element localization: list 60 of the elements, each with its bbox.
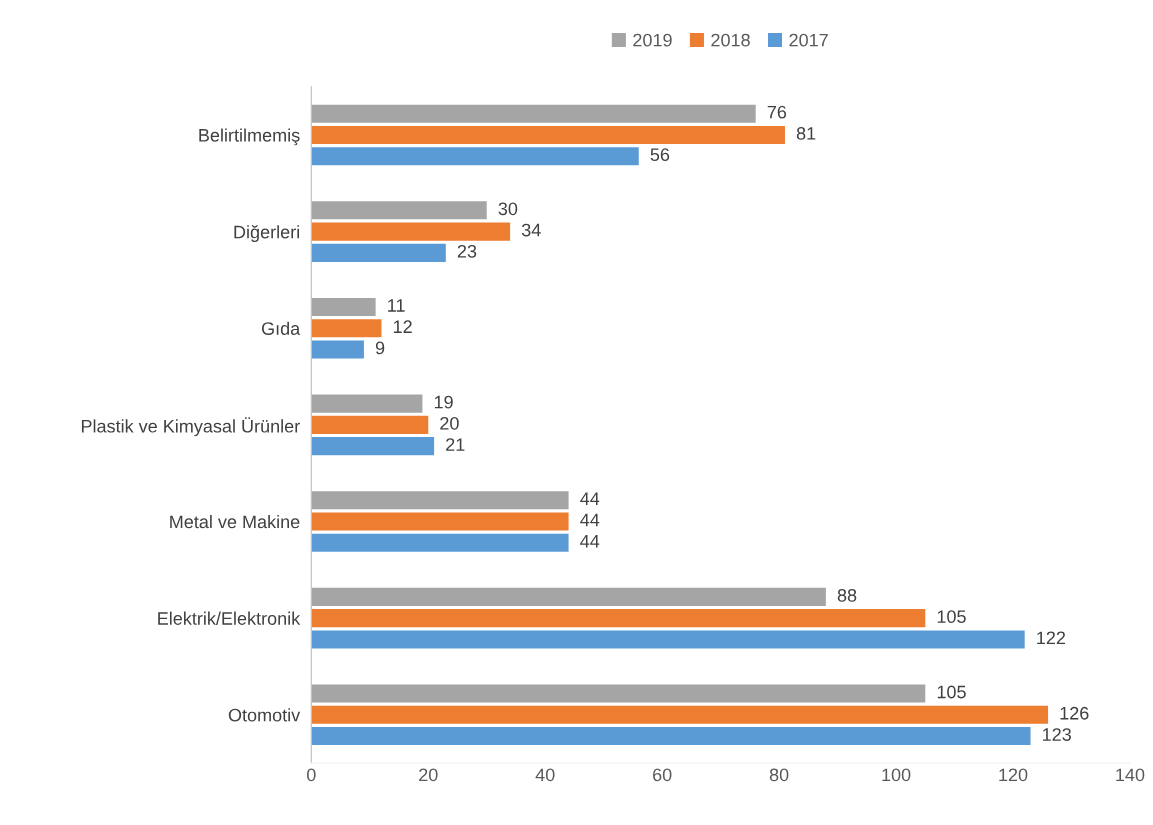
y-tick-label: Metal ve Makine (170, 514, 300, 529)
legend-label: 2018 (711, 33, 750, 47)
bar (311, 394, 423, 413)
bar (311, 491, 569, 510)
x-tick-label: 40 (535, 768, 555, 782)
bar (311, 243, 446, 262)
legend-label: 2019 (633, 33, 672, 47)
data-label: 34 (521, 223, 541, 237)
bar (311, 340, 364, 359)
data-label: 122 (1037, 631, 1066, 645)
y-tick-label: Belirtilmemiş (199, 128, 300, 146)
y-tick-label: Plastik ve Kimyasal Ürünler (81, 417, 300, 437)
bar (311, 104, 756, 123)
x-tick-label: 100 (882, 768, 911, 782)
bar (311, 125, 785, 144)
data-label: 44 (580, 513, 600, 527)
bar (311, 684, 926, 703)
data-label: 23 (457, 244, 477, 258)
y-tick-label: Otomotiv (228, 708, 301, 722)
data-label: 88 (837, 588, 857, 602)
y-tick-label: Elektrik/Elektronik (158, 611, 301, 625)
bar (311, 201, 487, 220)
data-label: 81 (796, 127, 816, 140)
y-tick-label: Diğerleri (234, 224, 299, 242)
bar (311, 415, 429, 434)
data-label: 105 (937, 685, 966, 699)
bar (311, 533, 569, 552)
bar (311, 587, 826, 606)
data-label: 126 (1060, 706, 1089, 720)
data-label: 21 (446, 438, 465, 451)
bar (311, 512, 569, 531)
x-tick-label: 140 (1116, 768, 1145, 782)
data-label: 44 (580, 492, 600, 505)
x-tick-label: 0 (307, 768, 316, 782)
data-label: 76 (767, 105, 787, 119)
bar (311, 727, 1031, 746)
bar (311, 630, 1025, 649)
y-tick-label: Gıda (261, 321, 301, 335)
data-label: 56 (650, 148, 670, 162)
bar (311, 705, 1049, 724)
data-label: 9 (375, 341, 385, 355)
bar (311, 609, 926, 628)
data-label: 44 (580, 535, 600, 548)
bar (311, 437, 435, 456)
x-tick-label: 80 (769, 768, 789, 782)
bar (311, 222, 511, 241)
data-label: 12 (393, 320, 412, 333)
data-label: 19 (434, 395, 453, 409)
data-label: 123 (1043, 728, 1071, 741)
data-label: 11 (388, 299, 405, 312)
x-tick-label: 60 (653, 768, 672, 782)
x-tick-label: 120 (999, 768, 1028, 782)
x-tick-label: 20 (419, 768, 438, 782)
bar (311, 297, 376, 317)
data-label: 20 (440, 416, 459, 430)
data-label: 30 (498, 202, 518, 216)
legend-label: 2017 (789, 33, 828, 47)
data-label: 105 (937, 610, 966, 624)
bar (311, 319, 382, 338)
bar (311, 147, 639, 166)
